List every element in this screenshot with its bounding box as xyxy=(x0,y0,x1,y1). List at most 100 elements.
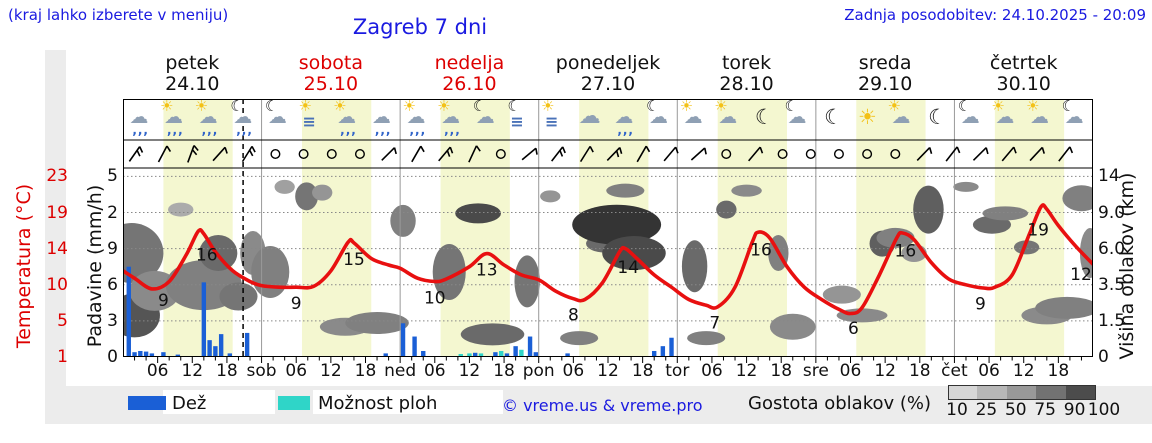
density-tick-label: 90 xyxy=(1063,400,1086,420)
density-segment xyxy=(977,385,1008,400)
cloud-height-tick: 9.0 xyxy=(1098,202,1126,223)
temperature-value-label: 16 xyxy=(750,241,772,261)
wind-barb-tick xyxy=(138,146,144,153)
time-label-hour: 12 xyxy=(458,361,481,381)
cloud-blob xyxy=(1079,228,1093,279)
wind-barb-icon xyxy=(748,146,761,162)
weather-icon: ☾ ☁ xyxy=(643,99,677,140)
temp-tick: 14 xyxy=(46,238,68,259)
cloud-blob xyxy=(687,331,726,346)
density-tick-label: 50 xyxy=(1004,400,1027,420)
rain-drops-icon: ,,, xyxy=(236,123,253,137)
precip-tick: 3 xyxy=(107,310,118,331)
cloud-icon: ☁ xyxy=(163,106,183,128)
time-label-hour: 06 xyxy=(146,361,169,381)
weather-icon: ☀ ☁,,, xyxy=(435,99,469,140)
shower-bar xyxy=(467,353,472,357)
cloud-icon: ☁ xyxy=(337,106,357,128)
rain-bar xyxy=(504,353,510,357)
rain-bar xyxy=(400,323,406,357)
cloud-icon: ☁ xyxy=(1030,106,1050,128)
wind-barb-tick xyxy=(251,145,256,153)
cloud-blob xyxy=(1062,185,1093,212)
rain-bar xyxy=(132,352,137,357)
wind-barb-tick xyxy=(674,146,679,154)
weather-icon: ☾ ☁,,, xyxy=(227,99,261,140)
wind-barb-icon xyxy=(972,147,987,161)
time-label-hour: 06 xyxy=(285,361,308,381)
wind-calm-icon xyxy=(805,149,816,160)
wind-barb-tick xyxy=(645,145,651,153)
wind-barb-icon xyxy=(157,145,168,163)
cloud-blob xyxy=(274,179,295,194)
cloud-blob xyxy=(540,190,561,203)
cloud-blob xyxy=(1013,240,1040,255)
daylight-band xyxy=(717,99,787,357)
moon-icon: ☾ xyxy=(264,97,279,115)
wind-barb-icon xyxy=(945,146,958,162)
moon-icon: ☾ xyxy=(957,97,972,115)
weather-icon: ☾ ≡ xyxy=(504,99,538,140)
rain-drops-icon: ,,, xyxy=(374,123,392,137)
credit-link[interactable]: © vreme.us & vreme.pro xyxy=(502,396,703,415)
wind-barb-icon xyxy=(1001,146,1015,162)
wind-calm-icon xyxy=(354,149,365,160)
rain-bar xyxy=(651,350,657,357)
cloud-blob xyxy=(953,181,979,192)
time-label-hour: 06 xyxy=(423,361,446,381)
time-label-hour: 06 xyxy=(839,361,862,381)
day-name: torek xyxy=(721,52,772,74)
cloud-icon: ☁ xyxy=(578,104,601,129)
wind-barb-tick xyxy=(619,147,623,154)
temperature-curve xyxy=(123,203,1093,316)
cloud-height-axis-label: Višina oblakov (km) xyxy=(1116,172,1138,360)
precip-tick: 6 xyxy=(107,274,118,295)
wind-barb-icon xyxy=(241,145,253,163)
wind-barb-icon xyxy=(1058,146,1071,162)
wind-barb-tick xyxy=(193,145,199,152)
chart-frame xyxy=(123,99,1093,357)
rain-legend-swatch xyxy=(128,396,166,410)
day-header-sreda: sreda 29.10 xyxy=(815,53,955,95)
moon-icon: ☾ xyxy=(230,97,244,115)
rain-bar xyxy=(138,350,143,357)
location-menu-note: (kraj lahko izberete v meniju) xyxy=(8,6,229,24)
cloud-blob xyxy=(982,206,1029,221)
rain-bar xyxy=(513,346,518,357)
wind-barb-tick xyxy=(559,150,564,157)
time-label-hour: 12 xyxy=(1012,361,1035,381)
cloud-blob xyxy=(390,204,416,237)
rain-bar xyxy=(126,266,131,357)
temperature-value-label: 15 xyxy=(343,250,365,270)
wind-barb-tick xyxy=(928,147,933,154)
weather-icon: ☀ ☁,,, xyxy=(331,99,365,140)
cloud-blob xyxy=(251,245,290,298)
temp-tick: 1 xyxy=(57,347,68,367)
temperature-value-label: 9 xyxy=(975,294,986,314)
day-name: petek xyxy=(165,52,220,74)
temp-tick: 10 xyxy=(46,274,68,295)
rain-bar xyxy=(213,346,218,357)
daylight-band xyxy=(163,99,233,357)
time-label-day: ned xyxy=(384,361,417,381)
cloud-icon: ☁ xyxy=(371,106,391,128)
density-tick-label: 100 xyxy=(1087,400,1121,420)
precip-tick: 2 xyxy=(107,202,118,223)
cloud-blob xyxy=(219,282,258,311)
sun-icon: ☀ xyxy=(159,97,174,115)
shower-legend-label: Možnost ploh xyxy=(318,393,438,414)
day-date: 28.10 xyxy=(719,73,774,95)
sun-icon: ☀ xyxy=(714,97,728,115)
weather-icon: ☀ ☁ xyxy=(678,99,712,140)
shower-bar xyxy=(458,353,463,357)
rain-drops-icon: ,,, xyxy=(201,123,219,137)
temperature-layer: 9 16 9 15 10 13 8 14 7 16 6 16 9 19 12 xyxy=(123,203,1093,339)
time-label-hour: 12 xyxy=(320,361,342,381)
wind-barb-icon xyxy=(636,145,647,163)
time-label-hour: 18 xyxy=(631,361,654,381)
time-label-hour: 12 xyxy=(735,361,758,381)
weather-icon-row: ☁,,, ☀ ☁,,, ☀ ☁,,, ☾ ☁,,, ☾ ☁ ☀ ≡ ☀ ☁,,, ☁,,, ☀ ☁,,, ☀ ☁,… xyxy=(123,99,1093,140)
wind-barb-icon xyxy=(690,147,706,161)
temperature-value-label: 14 xyxy=(617,258,639,278)
wind-barb-icon xyxy=(579,145,591,163)
